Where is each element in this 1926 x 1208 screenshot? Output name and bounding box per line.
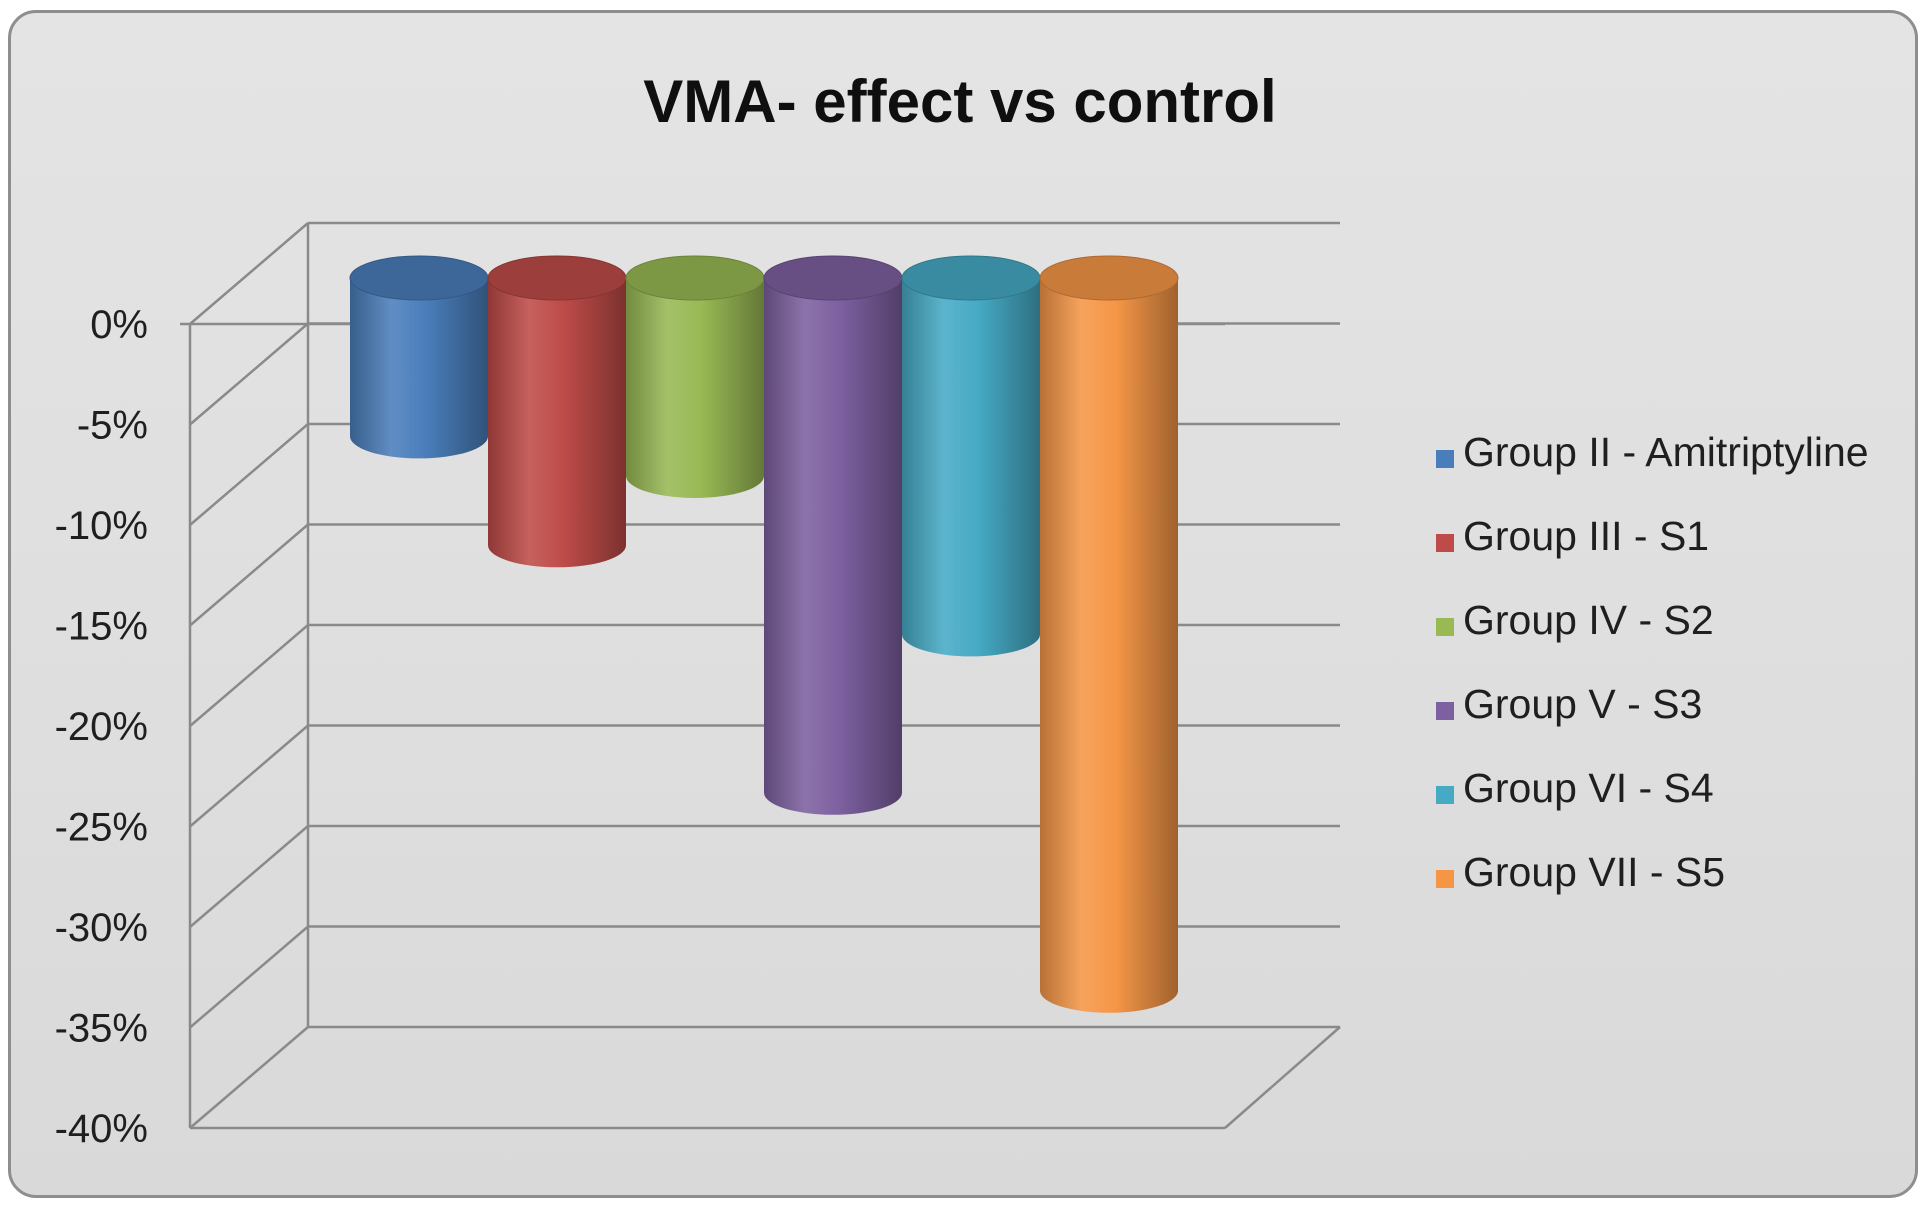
legend-swatch: [1436, 870, 1454, 888]
grid-diagonal: [189, 222, 309, 325]
grid-diagonal: [189, 624, 309, 727]
bars: [349, 255, 1179, 1013]
bar-body: [626, 278, 764, 498]
grid-diagonal: [189, 523, 309, 627]
legend-label: Group VII - S5: [1463, 849, 1725, 895]
bar: [763, 255, 903, 815]
floor-right-edge: [1224, 1026, 1341, 1129]
y-tick-label: -10%: [55, 504, 148, 548]
grid-diagonal: [189, 825, 309, 928]
y-tick-label: -40%: [55, 1107, 148, 1151]
legend-label: Group II - Amitriptyline: [1463, 429, 1869, 475]
legend-label: Group VI - S4: [1463, 765, 1714, 811]
bar-top: [901, 255, 1041, 301]
bar-body: [902, 278, 1040, 657]
y-tick-label: -5%: [77, 404, 148, 448]
y-tick-label: -15%: [55, 605, 148, 649]
y-axis-ticks: 0% -5% -10% -15% -20% -25% -30% -35% -40%: [55, 303, 148, 1151]
legend-label: Group III - S1: [1463, 513, 1709, 559]
chart-title: VMA- effect vs control: [643, 68, 1276, 135]
bar: [1039, 255, 1179, 1013]
y-tick-label: -30%: [55, 906, 148, 950]
bar-top: [349, 255, 489, 301]
legend-label: Group IV - S2: [1463, 597, 1714, 643]
bar-top: [487, 255, 627, 301]
bar-body: [764, 278, 902, 815]
y-tick-label: 0%: [90, 303, 148, 347]
bar-top: [763, 255, 903, 301]
grid-diagonal: [189, 322, 309, 426]
bar: [625, 255, 765, 498]
legend-label: Group V - S3: [1463, 681, 1702, 727]
bar-body: [350, 278, 488, 459]
legend-swatch: [1436, 618, 1454, 636]
bar: [901, 255, 1041, 657]
y-tick-label: -25%: [55, 806, 148, 850]
grid-diagonal: [189, 423, 309, 526]
bar-top: [1039, 255, 1179, 301]
legend-swatch: [1436, 450, 1454, 468]
grid-diagonal: [189, 925, 309, 1029]
y-tick-label: -20%: [55, 705, 148, 749]
bar-body: [488, 278, 626, 568]
legend-swatch: [1436, 702, 1454, 720]
bar: [487, 255, 627, 568]
legend-swatch: [1436, 534, 1454, 552]
bar: [349, 255, 489, 459]
grid-diagonal: [189, 724, 309, 828]
grid-diagonal: [189, 1026, 309, 1129]
bar-body: [1040, 278, 1178, 1013]
y-tick-label: -35%: [55, 1007, 148, 1051]
legend-swatch: [1436, 786, 1454, 804]
legend: Group II - Amitriptyline Group III - S1 Gr…: [1436, 429, 1869, 895]
bar-top: [625, 255, 765, 301]
